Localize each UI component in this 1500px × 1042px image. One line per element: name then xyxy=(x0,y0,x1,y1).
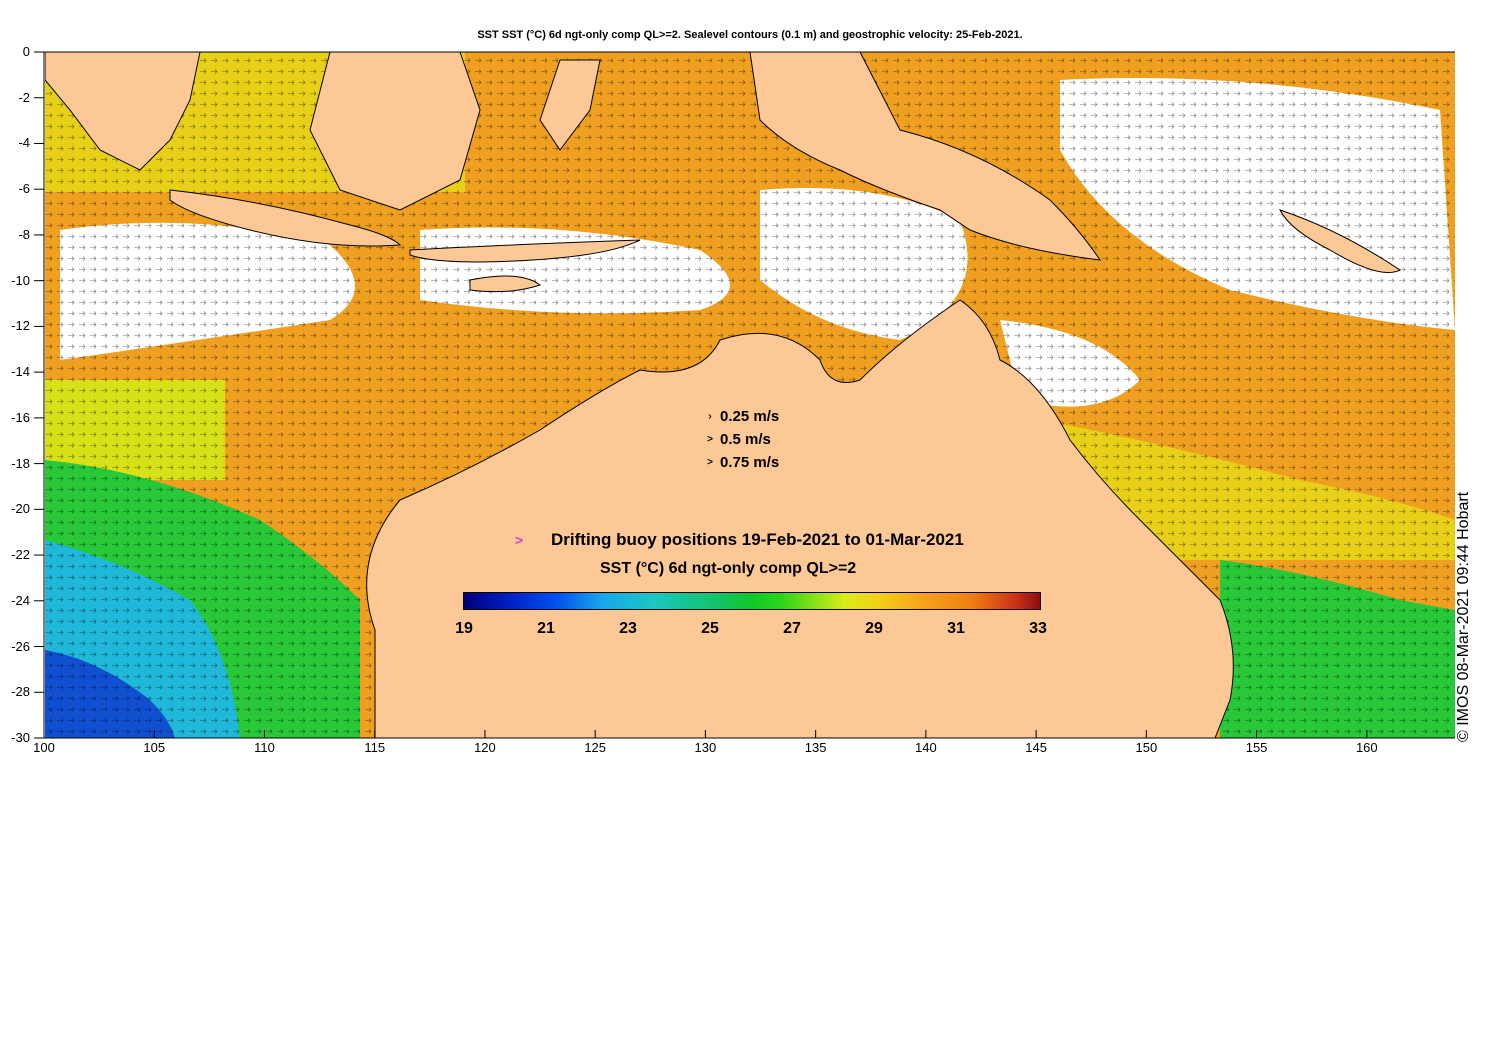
y-tick-label: -6 xyxy=(18,181,30,197)
y-tick-label: -20 xyxy=(11,501,30,517)
velocity-legend-row: › 0.25 m/s xyxy=(700,405,779,428)
credit-text: © IMOS 08-Mar-2021 09:44 Hobart xyxy=(1455,491,1472,742)
velocity-legend-label: 0.75 m/s xyxy=(720,454,780,471)
x-ticks xyxy=(43,730,1368,738)
velocity-legend-label: 0.5 m/s xyxy=(720,431,771,448)
x-tick-label: 115 xyxy=(364,740,386,755)
x-tick-label: 140 xyxy=(915,740,937,755)
colorbar-label: 29 xyxy=(865,620,883,637)
buoy-legend-label: Drifting buoy positions 19-Feb-2021 to 0… xyxy=(551,530,964,549)
land-borneo xyxy=(309,52,481,211)
x-tick-label: 150 xyxy=(1135,740,1158,755)
sst-map xyxy=(34,51,1455,739)
colorbar-label: 25 xyxy=(701,620,719,637)
land-java xyxy=(169,189,402,247)
x-tick-label: 110 xyxy=(254,740,275,755)
colorbar-label: 27 xyxy=(783,620,801,637)
x-tick-label: 155 xyxy=(1245,740,1268,755)
colorbar-label: 31 xyxy=(947,620,965,637)
land-sulawesi xyxy=(539,59,601,151)
land-timor xyxy=(469,275,542,293)
y-tick-label: -12 xyxy=(11,318,30,334)
buoy-legend: > Drifting buoy positions 19-Feb-2021 to… xyxy=(515,530,964,550)
colorbar-label: 19 xyxy=(455,620,473,637)
x-tick-label: 135 xyxy=(804,740,827,755)
velocity-legend: › 0.25 m/s > 0.5 m/s > 0.75 m/s xyxy=(700,405,779,474)
velocity-arrow-icon: > xyxy=(707,457,713,468)
velocity-legend-row: > 0.5 m/s xyxy=(700,428,779,451)
y-tick-label: -26 xyxy=(11,638,30,654)
y-tick-label: 0 xyxy=(22,44,30,59)
y-tick-label: -28 xyxy=(11,684,30,700)
velocity-arrow-icon: > xyxy=(707,434,713,445)
buoy-marker-icon: > xyxy=(515,532,524,548)
map-title: SST SST (°C) 6d ngt-only comp QL>=2. Sea… xyxy=(477,29,1023,41)
y-tick-label: -18 xyxy=(11,455,30,471)
y-tick-label: -16 xyxy=(11,409,30,425)
credit-container: © IMOS 08-Mar-2021 09:44 Hobart xyxy=(1455,492,1475,1042)
x-tick-label: 160 xyxy=(1355,740,1378,755)
y-ticks xyxy=(34,51,44,739)
x-tick-label: 100 xyxy=(33,740,55,755)
land-new-guinea xyxy=(749,52,1102,261)
x-tick-label: 125 xyxy=(584,740,607,755)
land-australia xyxy=(366,299,1234,738)
y-tick-label: -30 xyxy=(11,730,30,745)
colorbar xyxy=(463,592,1041,610)
x-tick-label: 105 xyxy=(143,740,166,755)
y-tick-label: -4 xyxy=(18,135,30,151)
colorbar-label: 33 xyxy=(1029,620,1047,637)
y-tick-label: -10 xyxy=(11,272,30,288)
y-tick-label: -8 xyxy=(18,226,30,242)
velocity-arrow-icon: › xyxy=(708,411,712,422)
velocity-legend-row: > 0.75 m/s xyxy=(700,451,779,474)
colorbar-label: 23 xyxy=(619,620,637,637)
land-solomon-islands xyxy=(1279,209,1401,273)
y-tick-label: -22 xyxy=(11,547,30,563)
colorbar-title: SST (°C) 6d ngt-only comp QL>=2 xyxy=(600,560,857,577)
x-tick-label: 130 xyxy=(694,740,717,755)
colorbar-label: 21 xyxy=(537,620,555,637)
land-lesser-sundas xyxy=(409,239,641,263)
y-tick-label: -24 xyxy=(11,592,30,608)
y-tick-label: -2 xyxy=(18,89,30,105)
x-tick-label: 145 xyxy=(1025,740,1047,755)
y-tick-label: -14 xyxy=(11,364,30,380)
x-tick-label: 120 xyxy=(474,740,496,755)
velocity-legend-label: 0.25 m/s xyxy=(720,408,780,425)
land-sumatra xyxy=(45,52,201,171)
